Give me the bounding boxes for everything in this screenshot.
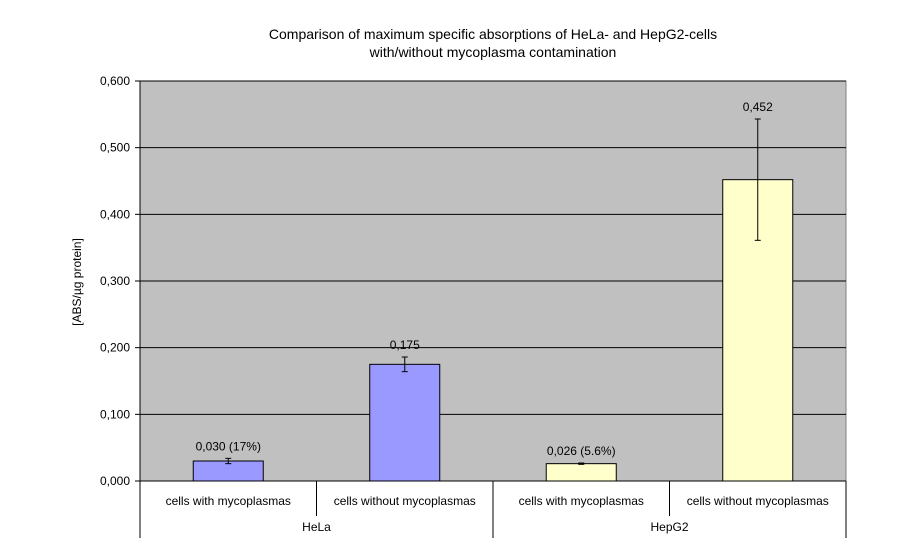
y-tick-label: 0,200 [100, 341, 130, 355]
y-tick-label: 0,600 [100, 74, 130, 88]
group-label: HepG2 [650, 520, 688, 534]
y-tick-label: 0,300 [100, 274, 130, 288]
y-tick-label: 0,500 [100, 141, 130, 155]
bar [545, 463, 617, 482]
category-label: cells without mycoplasmas [687, 494, 829, 508]
y-tick-label: 0,100 [100, 407, 130, 421]
chart-title: Comparison of maximum specific absorptio… [140, 25, 846, 61]
category-label: cells without mycoplasmas [334, 494, 476, 508]
y-tick-label: 0,400 [100, 207, 130, 221]
category-label: cells with mycoplasmas [519, 494, 644, 508]
y-tick-label: 0,000 [100, 474, 130, 488]
category-label: cells with mycoplasmas [166, 494, 291, 508]
data-label: 0,026 (5.6%) [547, 444, 616, 458]
group-label: HeLa [302, 520, 331, 534]
data-label: 0,030 (17%) [196, 439, 261, 453]
bar [369, 363, 441, 482]
data-label: 0,175 [390, 338, 420, 352]
chart-title-line-1: Comparison of maximum specific absorptio… [268, 26, 718, 42]
chart-title-line-2: with/without mycoplasma contamination [369, 44, 617, 60]
y-axis-label: [ABS/µg protein] [70, 238, 84, 326]
data-label: 0,452 [743, 100, 773, 114]
